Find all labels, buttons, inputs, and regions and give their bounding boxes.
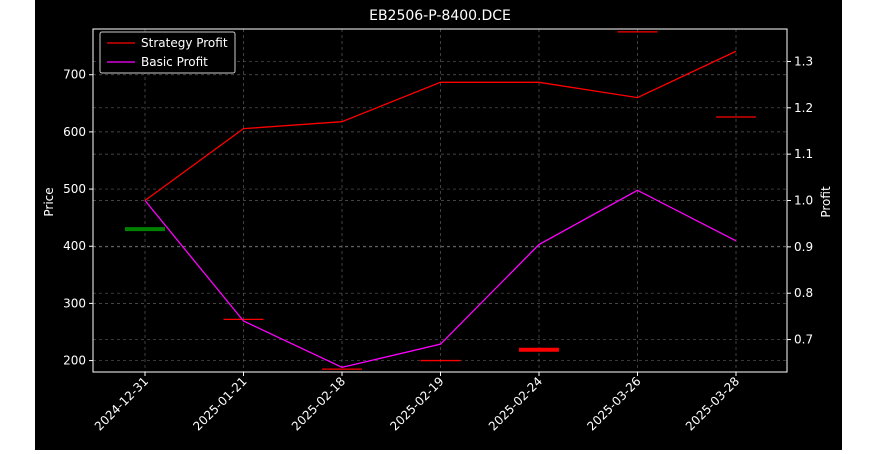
y-right-tick-label: 1.0 (794, 194, 813, 208)
chart-title: EB2506-P-8400.DCE (369, 8, 511, 24)
series-line-basic-profit (144, 189, 737, 369)
grid (93, 29, 787, 372)
x-tick-label: 2025-02-18 (289, 374, 348, 433)
legend-strategy-profit-label: Strategy Profit (141, 36, 228, 50)
y-left-tick-label: 600 (63, 125, 86, 139)
price-markers (125, 31, 756, 370)
series-line-strategy-profit (144, 50, 737, 202)
x-tick-label: 2024-12-31 (92, 374, 151, 433)
y-left-tick-label: 300 (63, 296, 86, 310)
y-right-tick-label: 0.9 (794, 240, 813, 254)
y-axis-label-left: Price (42, 187, 56, 216)
y-right-tick-label: 1.3 (794, 54, 813, 68)
y-left-tick-label: 400 (63, 239, 86, 253)
x-tick-label: 2025-03-26 (584, 374, 643, 433)
legend-basic-profit-label: Basic Profit (141, 55, 208, 69)
y-left-tick-label: 700 (63, 68, 86, 82)
y-right-tick-label: 1.1 (794, 147, 813, 161)
y-left-tick-label: 200 (63, 354, 86, 368)
x-tick-label: 2025-01-21 (190, 374, 249, 433)
chart-svg: 2024-12-31 2025-01-21 2025-02-18 2025-02-19… (42, 8, 833, 433)
axes: 2024-12-31 2025-01-21 2025-02-18 2025-02-19… (63, 54, 813, 433)
y-axis-label-right: Profit (819, 186, 833, 218)
y-right-tick-label: 1.2 (794, 101, 813, 115)
x-tick-label: 2025-02-19 (387, 374, 446, 433)
series-lines (144, 50, 737, 369)
x-tick-label: 2025-03-28 (683, 374, 742, 433)
y-left-tick-label: 500 (63, 182, 86, 196)
legend: Strategy Profit Basic Profit (99, 31, 236, 74)
x-tick-label: 2025-02-24 (486, 374, 545, 433)
y-right-tick-label: 0.8 (794, 286, 813, 300)
y-right-tick-label: 0.7 (794, 333, 813, 347)
chart-figure: 2024-12-31 2025-01-21 2025-02-18 2025-02-19… (35, 0, 842, 450)
